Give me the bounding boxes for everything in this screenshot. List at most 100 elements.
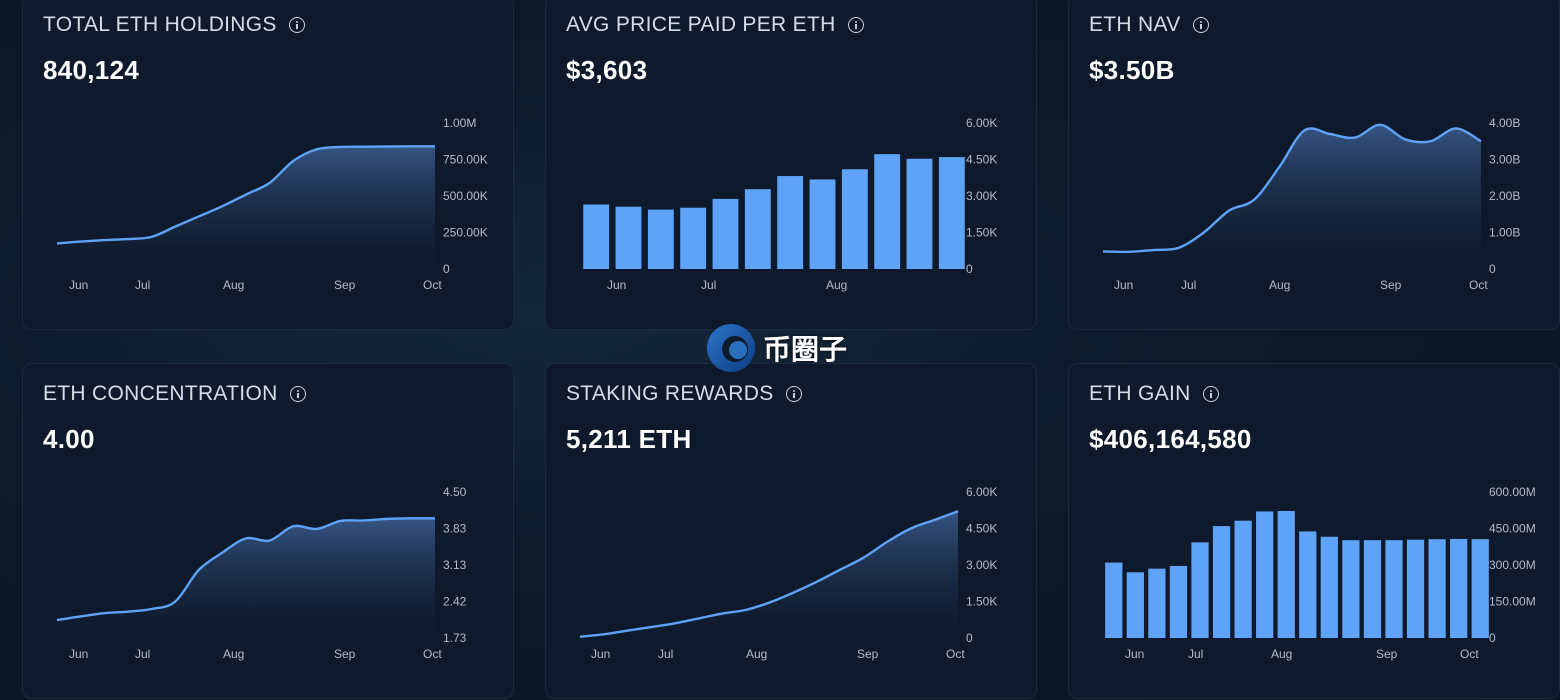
bar — [1450, 538, 1468, 638]
x-tick-label: Oct — [1460, 647, 1479, 661]
bar — [1471, 539, 1489, 638]
card-title-text: STAKING REWARDS — [566, 382, 774, 405]
bar — [744, 189, 771, 269]
card-title-text: ETH GAIN — [1089, 382, 1191, 405]
x-tick-label: Sep — [334, 647, 356, 661]
bar — [1299, 531, 1317, 638]
bar — [1234, 520, 1252, 638]
area-fill — [580, 511, 958, 638]
bar — [1406, 539, 1425, 638]
bar — [1277, 510, 1295, 638]
y-tick-label: 6.00K — [966, 116, 997, 130]
bar — [615, 206, 642, 269]
card-value: $3,603 — [566, 55, 648, 85]
x-tick-label: Jul — [701, 278, 716, 292]
series-line — [56, 517, 436, 622]
card-title-text: ETH NAV — [1089, 13, 1181, 36]
bar — [712, 198, 739, 269]
card-value: 4.00 — [43, 424, 95, 454]
card-title: ETH CONCENTRATION — [43, 382, 306, 406]
x-tick-label: Oct — [423, 647, 442, 661]
y-tick-label: 0 — [1489, 631, 1496, 645]
x-tick-label: Jun — [591, 647, 610, 661]
x-tick-label: Jul — [1188, 647, 1203, 661]
bar — [1148, 568, 1166, 638]
info-icon[interactable] — [1202, 386, 1219, 402]
x-tick-label: Aug — [746, 647, 767, 661]
y-tick-label: 150.00M — [1489, 595, 1536, 609]
y-tick-label: 6.00K — [966, 485, 997, 499]
card-title: ETH NAV — [1089, 13, 1209, 37]
series-line — [579, 510, 959, 638]
card-eth-nav: ETH NAV $3.50B 0 1.00B 2.00B 3.00B 4.00B Jun J… — [1068, 0, 1560, 330]
chart-staking-rewards: 0 1.50K 3.00K 4.50K 6.00K Jun Jul Aug Sep Oct — [579, 485, 997, 661]
card-value: 840,124 — [43, 55, 140, 85]
x-tick-label: Jul — [135, 278, 150, 292]
card-eth-gain: ETH GAIN $406,164,580 0 150.00M 300.00M 450… — [1068, 363, 1560, 699]
watermark-logo-icon — [707, 324, 755, 372]
y-tick-label: 250.00K — [443, 226, 488, 240]
bar — [777, 176, 804, 269]
info-icon[interactable] — [785, 386, 802, 402]
bar — [1363, 540, 1382, 638]
y-tick-label: 0 — [966, 262, 973, 276]
info-icon[interactable] — [1192, 17, 1209, 33]
bar — [1212, 526, 1231, 638]
card-staking-rewards: STAKING REWARDS 5,211 ETH 0 1.50K 3.00K 4.5… — [545, 363, 1037, 699]
card-title: ETH GAIN — [1089, 382, 1219, 406]
x-tick-label: Jun — [1114, 278, 1133, 292]
y-tick-label: 1.73 — [443, 631, 467, 645]
y-tick-label: 300.00M — [1489, 558, 1536, 572]
area-fill — [57, 518, 435, 638]
y-tick-label: 1.00B — [1489, 226, 1520, 240]
x-tick-label: Aug — [826, 278, 847, 292]
chart-eth-gain: 0 150.00M 300.00M 450.00M 600.00M Jun Jul Aug Se… — [1105, 485, 1536, 661]
y-tick-label: 3.00B — [1489, 153, 1520, 167]
y-tick-label: 0 — [443, 262, 450, 276]
bar — [906, 158, 933, 269]
bar — [1126, 572, 1144, 638]
chart-total-eth-holdings: 0 250.00K 500.00K 750.00K 1.00M Jun Jul Aug Sep O… — [56, 116, 488, 292]
bar — [809, 179, 836, 269]
area-fill — [1103, 124, 1481, 269]
y-tick-label: 0 — [966, 631, 973, 645]
y-tick-label: 2.42 — [443, 595, 467, 609]
chart-avg-price-paid: 0 1.50K 3.00K 4.50K 6.00K Jun Jul Aug — [583, 116, 997, 292]
card-value: 5,211 ETH — [566, 424, 692, 454]
card-title-text: TOTAL ETH HOLDINGS — [43, 13, 277, 36]
info-icon[interactable] — [289, 386, 306, 402]
card-title-text: ETH CONCENTRATION — [43, 382, 278, 405]
y-tick-label: 1.50K — [966, 226, 997, 240]
y-tick-label: 4.50K — [966, 522, 997, 536]
x-tick-label: Jul — [1181, 278, 1196, 292]
bar — [874, 154, 901, 269]
x-tick-label: Oct — [1469, 278, 1488, 292]
y-tick-label: 1.00M — [443, 116, 476, 130]
bar — [647, 209, 674, 269]
x-tick-label: Aug — [223, 647, 244, 661]
x-tick-label: Sep — [857, 647, 879, 661]
bar — [1169, 565, 1188, 638]
y-tick-label: 4.50 — [443, 485, 467, 499]
bar — [938, 157, 965, 269]
x-tick-label: Jul — [658, 647, 673, 661]
y-tick-label: 750.00K — [443, 153, 488, 167]
chart-eth-nav: 0 1.00B 2.00B 3.00B 4.00B Jun Jul Aug Sep Oct — [1102, 116, 1520, 292]
bar — [1191, 542, 1209, 638]
info-icon[interactable] — [288, 17, 305, 33]
chart-eth-concentration: 1.73 2.42 3.13 3.83 4.50 Jun Jul Aug Sep Oct — [56, 485, 467, 661]
bar — [1428, 539, 1446, 638]
area-fill — [57, 146, 435, 269]
x-tick-label: Jun — [69, 647, 88, 661]
x-tick-label: Oct — [423, 278, 442, 292]
card-eth-concentration: ETH CONCENTRATION 4.00 1.73 2.42 3.13 3.83 4… — [22, 363, 514, 699]
info-icon[interactable] — [847, 17, 864, 33]
card-total-eth-holdings: TOTAL ETH HOLDINGS 840,124 0 250.00K 500.0… — [22, 0, 514, 330]
card-title: STAKING REWARDS — [566, 382, 802, 406]
x-tick-label: Aug — [1269, 278, 1290, 292]
x-tick-label: Jun — [607, 278, 626, 292]
bar — [1342, 540, 1360, 638]
series-line — [1102, 123, 1482, 254]
y-tick-label: 0 — [1489, 262, 1496, 276]
watermark: 币圈子 — [705, 320, 855, 376]
